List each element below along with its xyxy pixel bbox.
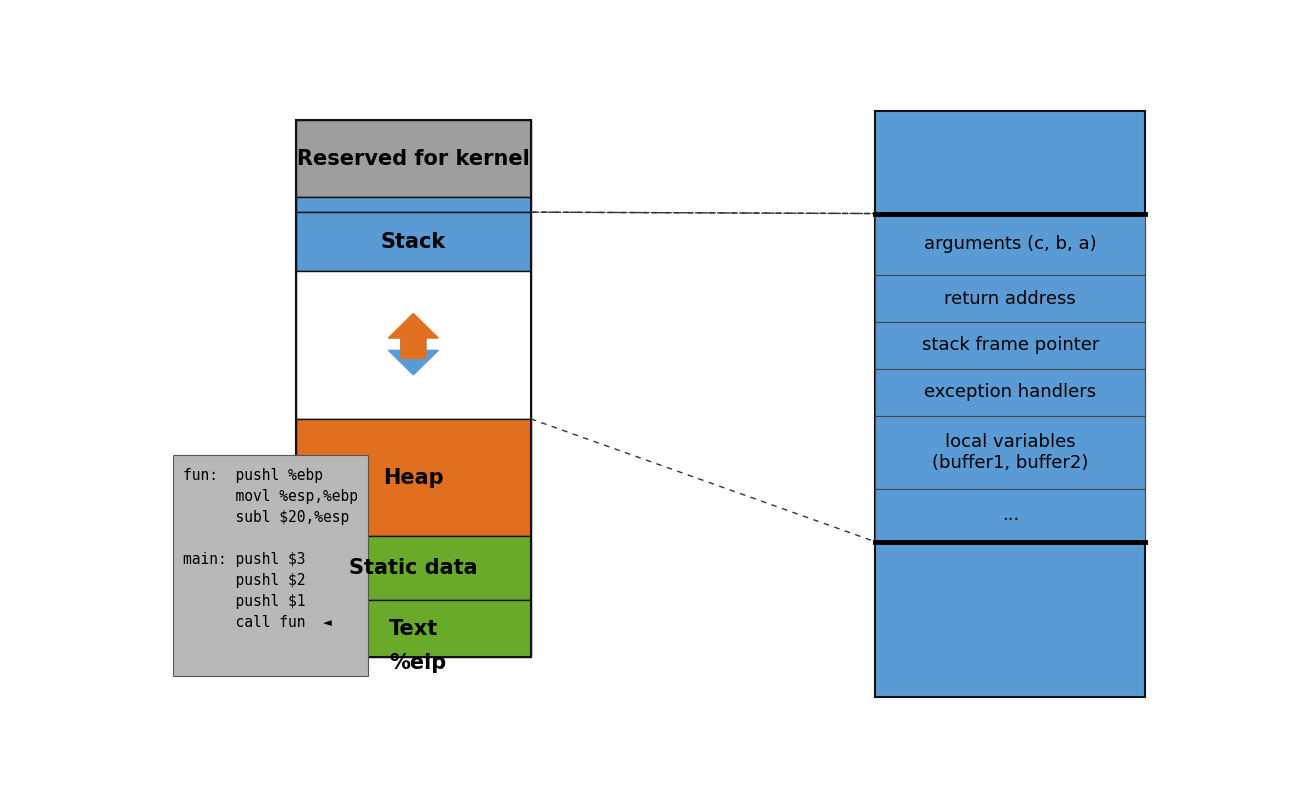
Bar (296, 419, 531, 536)
Bar (296, 120, 531, 198)
Bar (296, 600, 531, 658)
Bar (875, 111, 1145, 697)
Bar (296, 212, 531, 271)
Text: ...: ... (1002, 506, 1018, 524)
FancyArrow shape (388, 329, 438, 375)
Text: arguments (c, b, a): arguments (c, b, a) (924, 235, 1097, 253)
Bar (296, 198, 531, 212)
Bar (875, 275, 1145, 322)
Bar (875, 214, 1145, 275)
Bar (296, 271, 531, 419)
Text: Reserved for kernel: Reserved for kernel (296, 149, 530, 169)
Text: Static data: Static data (349, 558, 478, 579)
Text: Text: Text (389, 618, 438, 638)
Text: local variables
(buffer1, buffer2): local variables (buffer1, buffer2) (932, 433, 1088, 472)
Text: fun:  pushl %ebp
      movl %esp,%ebp
      subl $20,%esp

main: pushl $3
      : fun: pushl %ebp movl %esp,%ebp subl $20,… (183, 468, 358, 630)
FancyArrow shape (388, 313, 438, 359)
Text: stack frame pointer: stack frame pointer (922, 336, 1100, 355)
Bar (875, 416, 1145, 489)
Text: return address: return address (945, 289, 1076, 308)
Text: %eip: %eip (389, 654, 446, 673)
Bar (173, 454, 367, 676)
Text: Heap: Heap (383, 468, 443, 488)
Bar (875, 322, 1145, 369)
Text: exception handlers: exception handlers (924, 383, 1097, 402)
Bar (875, 489, 1145, 542)
Bar (296, 536, 531, 600)
Bar (296, 120, 531, 658)
Bar (875, 369, 1145, 416)
Text: Stack: Stack (380, 232, 446, 252)
